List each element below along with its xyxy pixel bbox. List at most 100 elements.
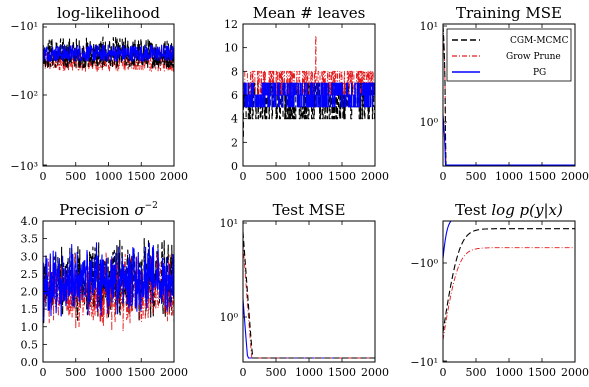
y-tick-label: −10¹ <box>10 20 38 33</box>
x-tick-label: 1000 <box>295 170 323 183</box>
legend-label: CGM-MCMC <box>510 36 569 46</box>
y-tick-label: 0 <box>231 160 238 173</box>
panel-log-likelihood: log-likelihood −10¹ −10² −10³ 0 500 1000 15… <box>10 4 188 183</box>
series-group <box>443 221 575 341</box>
y-tick-label: −10³ <box>10 160 38 173</box>
title-text: Precision <box>59 201 134 219</box>
axes: −10¹ −10² −10³ 0 500 1000 1500 2000 <box>10 20 188 183</box>
series-group <box>43 36 174 72</box>
x-tick-label: 1500 <box>127 170 155 183</box>
series-line-cgm-mcmc <box>43 36 174 69</box>
panel-test-mse: Test MSE 10¹ 10⁰ 0 500 1000 1500 2000 <box>220 201 389 379</box>
legend: CGM-MCMC Grow Prune PG <box>446 28 572 82</box>
x-tick-label: 1500 <box>528 366 556 379</box>
x-tick-label: 2000 <box>160 366 188 379</box>
x-tick-label: 500 <box>466 170 487 183</box>
x-tick-label: 0 <box>440 170 447 183</box>
panel-title: Test log p(y|x) <box>455 201 563 219</box>
x-tick-label: 2000 <box>561 170 589 183</box>
y-tick-label: −10² <box>10 89 38 102</box>
axes: 10¹ 10⁰ 0 500 1000 1500 2000 <box>220 217 389 379</box>
panel-title: Test MSE <box>273 201 346 219</box>
x-tick-label: 1500 <box>127 366 155 379</box>
y-tick-label: 10¹ <box>420 20 438 33</box>
series-group <box>243 35 375 137</box>
legend-label: Grow Prune <box>506 52 561 62</box>
y-tick-label: 3.0 <box>21 250 39 263</box>
x-tick-label: 0 <box>40 170 47 183</box>
x-tick-label: 2000 <box>561 366 589 379</box>
axes: 0 500 1000 1500 2000 0.0 0.5 1.0 1.5 2.0 2.5 3.0 3.5… <box>21 215 189 379</box>
series-line-cgm-mcmc <box>443 228 575 333</box>
y-tick-label: 10⁰ <box>220 311 239 324</box>
y-tick-label: 2 <box>231 136 238 149</box>
legend-label: PG <box>533 68 546 78</box>
plot-frame <box>242 220 376 363</box>
y-tick-label: 2.5 <box>21 268 39 281</box>
series-group <box>43 237 174 332</box>
x-tick-label: 500 <box>65 170 86 183</box>
x-tick-label: 0 <box>40 366 47 379</box>
series-group <box>243 231 375 359</box>
x-tick-label: 500 <box>65 366 86 379</box>
y-tick-label: 1.5 <box>21 303 39 316</box>
x-tick-label: 500 <box>266 366 287 379</box>
x-tick-label: 1000 <box>95 170 123 183</box>
y-tick-label: 4 <box>231 113 238 126</box>
title-math: log p(y|x) <box>491 201 563 219</box>
x-tick-label: 2000 <box>361 366 389 379</box>
series-line-cgm-mcmc <box>243 82 375 137</box>
series-line-pg <box>243 299 375 359</box>
y-tick-label: −10¹ <box>410 356 438 369</box>
series-line-pg <box>443 114 575 166</box>
panel-title: Mean # leaves <box>253 4 366 22</box>
series-line-pg <box>243 82 375 108</box>
panel-training-mse: Training MSE 10¹ 10⁰ 0 500 1000 1500 2000 CG… <box>420 4 589 183</box>
y-tick-label: 4.0 <box>21 215 39 228</box>
axes: −10⁰ −10¹ 0 500 1000 1500 2000 <box>410 221 589 379</box>
title-superscript: −2 <box>145 201 158 211</box>
axes: 0 500 1000 1500 2000 0 2 4 6 8 10 12 <box>224 18 389 183</box>
y-tick-label: 2.0 <box>21 286 39 299</box>
series-line-grow-prune <box>243 243 375 359</box>
panel-precision: Precision σ−2 0 500 1000 1500 2000 0.0 0.5 1.0 1… <box>21 201 189 379</box>
x-tick-label: 1500 <box>328 170 356 183</box>
title-sigma: σ <box>134 201 145 219</box>
y-tick-label: 0.5 <box>21 338 39 351</box>
y-tick-label: 10⁰ <box>420 116 439 129</box>
title-text: Test <box>455 201 491 219</box>
x-tick-label: 2000 <box>160 170 188 183</box>
y-tick-label: 12 <box>224 18 238 31</box>
x-tick-label: 1500 <box>528 170 556 183</box>
axes: 10¹ 10⁰ 0 500 1000 1500 2000 <box>420 20 589 183</box>
x-tick-label: 0 <box>240 366 247 379</box>
y-tick-label: 1.0 <box>21 321 39 334</box>
y-tick-label: 3.5 <box>21 233 39 246</box>
x-tick-label: 500 <box>266 170 287 183</box>
x-tick-label: 0 <box>240 170 247 183</box>
y-tick-label: 10¹ <box>220 217 238 230</box>
x-tick-label: 1000 <box>95 366 123 379</box>
series-line-pg <box>43 242 174 322</box>
x-tick-label: 1500 <box>328 366 356 379</box>
panel-mean-leaves: Mean # leaves 0 500 1000 1500 2000 0 2 4 6 8 10 12 <box>224 4 389 183</box>
y-tick-label: 0.0 <box>21 356 39 369</box>
y-tick-label: 10 <box>224 42 238 55</box>
series-line-grow-prune <box>443 247 575 341</box>
x-tick-label: 0 <box>440 366 447 379</box>
panel-test-loglik: Test log p(y|x) −10⁰ −10¹ 0 500 1000 1500 20… <box>410 201 589 379</box>
series-line-cgm-mcmc <box>243 231 375 359</box>
x-tick-label: 1000 <box>295 366 323 379</box>
panel-title: Precision σ−2 <box>59 201 158 219</box>
x-tick-label: 2000 <box>361 170 389 183</box>
y-tick-label: 8 <box>231 65 238 78</box>
panel-title: log-likelihood <box>57 4 160 22</box>
x-tick-label: 1000 <box>495 170 523 183</box>
panel-title: Training MSE <box>456 4 562 22</box>
y-tick-label: 6 <box>231 89 238 102</box>
series-line-pg <box>43 43 174 62</box>
x-tick-label: 1000 <box>495 366 523 379</box>
x-tick-label: 500 <box>466 366 487 379</box>
y-tick-label: −10⁰ <box>410 257 438 270</box>
